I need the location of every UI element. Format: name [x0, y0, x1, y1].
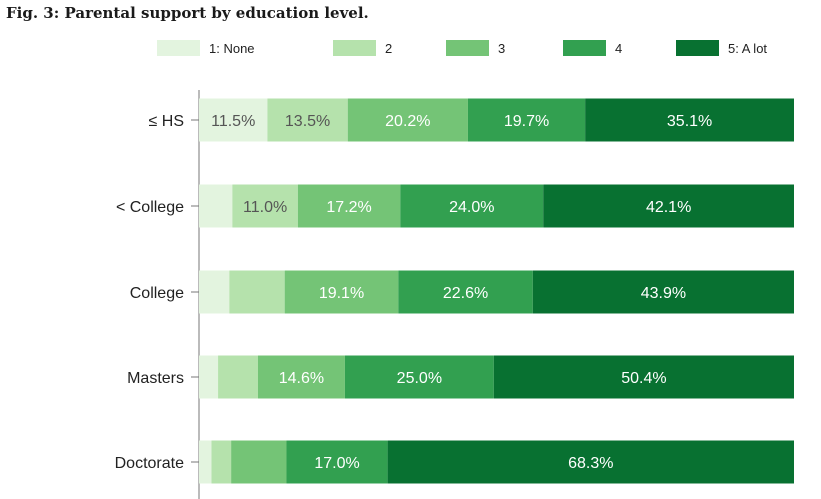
bar-segment-row-4-series-3 [286, 440, 388, 484]
bar-segment-row-2-series-0 [199, 270, 230, 314]
bar-segment-row-2-series-4 [532, 270, 794, 314]
legend-label: 5: A lot [728, 41, 767, 56]
legend-label: 4 [615, 41, 622, 56]
bar-segment-row-4-series-4 [387, 440, 794, 484]
bar-segment-row-0-series-1 [267, 98, 348, 142]
data-label: 11.5% [211, 113, 255, 130]
bar-segment-row-2-series-1 [229, 270, 285, 314]
data-label: 14.6% [279, 370, 324, 387]
legend-swatch-1 [333, 40, 376, 56]
legend-swatch-4 [676, 40, 719, 56]
bar-segment-row-1-series-0 [199, 184, 233, 228]
legend-label: 3 [498, 41, 505, 56]
figure-title: Fig. 3: Parental support by education le… [6, 4, 369, 22]
legend: 1: None 2 3 4 5: A lot [157, 40, 767, 56]
bars-group: 11.5% 13.5% 20.2% 19.7% 35.1% 11.0% 17.2% 24.0%… [199, 98, 794, 484]
data-label: 24.0% [449, 199, 494, 216]
bar-segment-row-0-series-0 [199, 98, 268, 142]
data-label: 11.0% [243, 199, 287, 216]
bar-segment-row-3-series-1 [218, 355, 258, 399]
bar-segment-row-3-series-0 [199, 355, 219, 399]
y-tick-label: ≤ HS [149, 113, 184, 130]
legend-swatch-0 [157, 40, 200, 56]
bar-segment-row-1-series-4 [543, 184, 794, 228]
data-label: 22.6% [443, 285, 488, 302]
data-label: 50.4% [621, 370, 666, 387]
data-label: 43.9% [641, 285, 686, 302]
data-label: 19.1% [319, 285, 364, 302]
data-label: 13.5% [285, 113, 330, 130]
bar-segment-row-4-series-0 [199, 440, 212, 484]
data-label: 25.0% [397, 370, 442, 387]
bar-segment-row-3-series-3 [344, 355, 494, 399]
data-label: 17.2% [326, 199, 371, 216]
bar-segment-row-1-series-2 [297, 184, 401, 228]
legend-swatch-3 [563, 40, 606, 56]
legend-label: 2 [385, 41, 392, 56]
data-label: 35.1% [667, 113, 712, 130]
bar-segment-row-2-series-2 [284, 270, 399, 314]
bar-segment-row-4-series-1 [211, 440, 232, 484]
data-label: 19.7% [504, 113, 549, 130]
data-label: 68.3% [568, 455, 613, 472]
bar-segment-row-2-series-3 [398, 270, 533, 314]
data-label: 20.2% [385, 113, 430, 130]
bar-segment-row-1-series-3 [400, 184, 544, 228]
legend-label: 1: None [209, 41, 255, 56]
y-tick-label: College [130, 285, 184, 302]
bar-segment-row-1-series-1 [232, 184, 298, 228]
y-tick-label: < College [116, 199, 184, 216]
bar-segment-row-3-series-2 [257, 355, 345, 399]
bar-segment-row-3-series-4 [493, 355, 794, 399]
bar-segment-row-4-series-2 [231, 440, 287, 484]
y-tick-label: Masters [127, 370, 184, 387]
bar-segment-row-0-series-4 [585, 98, 794, 142]
data-label: 17.0% [314, 455, 359, 472]
data-label: 42.1% [646, 199, 691, 216]
y-tick-label: Doctorate [115, 455, 184, 472]
legend-swatch-2 [446, 40, 489, 56]
bar-segment-row-0-series-2 [347, 98, 468, 142]
bar-segment-row-0-series-3 [467, 98, 586, 142]
